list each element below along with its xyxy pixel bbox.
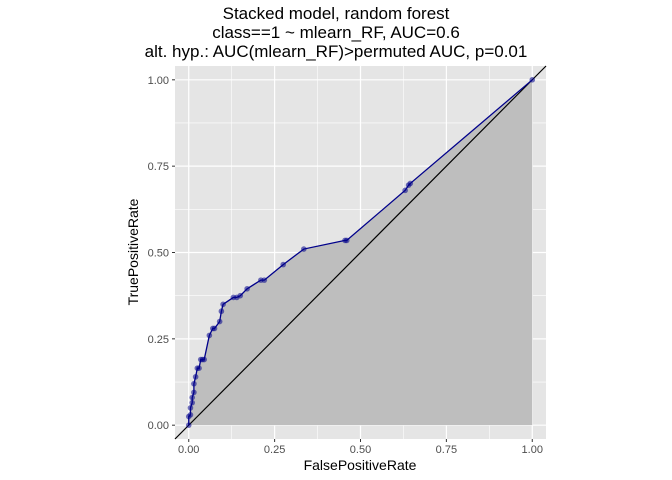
- roc-point: [196, 365, 202, 371]
- roc-point: [244, 285, 250, 292]
- diagonal-reference-line: [174, 65, 547, 440]
- y-tick-label: 0.25: [148, 334, 169, 346]
- x-tick-label: 0.50: [350, 444, 371, 456]
- roc-point: [206, 332, 213, 339]
- y-axis: 0.00 0.25 0.50 0.75 1.00: [148, 75, 175, 432]
- roc-point: [301, 246, 307, 252]
- roc-point: [216, 318, 223, 325]
- title-line-1: Stacked model, random forest: [222, 4, 450, 23]
- roc-point: [189, 399, 195, 406]
- roc-point: [529, 77, 536, 83]
- roc-point: [211, 325, 218, 332]
- y-tick-label: 0.50: [148, 248, 169, 260]
- x-axis: 0.00 0.25 0.50 0.75 1.00: [178, 439, 543, 456]
- title-line-3: alt. hyp.: AUC(mlearn_RF)>permuted AUC, …: [144, 42, 528, 61]
- x-tick-label: 1.00: [522, 444, 543, 456]
- roc-point: [192, 374, 199, 380]
- roc-point: [261, 277, 268, 283]
- roc-point: [187, 405, 194, 411]
- chart-title: Stacked model, random forest class==1 ~ …: [0, 4, 672, 61]
- y-tick-label: 0.00: [148, 420, 169, 432]
- roc-point: [189, 394, 195, 401]
- roc-point: [237, 292, 244, 299]
- roc-point: [343, 237, 350, 244]
- y-tick-label: 1.00: [148, 75, 169, 87]
- x-tick-label: 0.25: [264, 444, 285, 456]
- title-line-2: class==1 ~ mlearn_RF, AUC=0.6: [212, 23, 460, 42]
- y-axis-title: TruePositiveRate: [125, 198, 141, 305]
- roc-point: [402, 187, 408, 194]
- roc-point: [407, 180, 414, 187]
- roc-point: [201, 356, 207, 363]
- plot-layer: [174, 65, 547, 440]
- roc-point: [191, 380, 197, 387]
- roc-point: [280, 261, 287, 268]
- roc-point: [191, 389, 197, 396]
- y-tick-label: 0.75: [148, 161, 169, 173]
- roc-point: [187, 412, 194, 418]
- roc-point: [218, 308, 225, 315]
- x-tick-label: 0.75: [436, 444, 457, 456]
- roc-point: [220, 301, 226, 308]
- x-axis-title: FalsePositiveRate: [304, 457, 417, 473]
- roc-point: [185, 422, 192, 428]
- x-tick-label: 0.00: [178, 444, 199, 456]
